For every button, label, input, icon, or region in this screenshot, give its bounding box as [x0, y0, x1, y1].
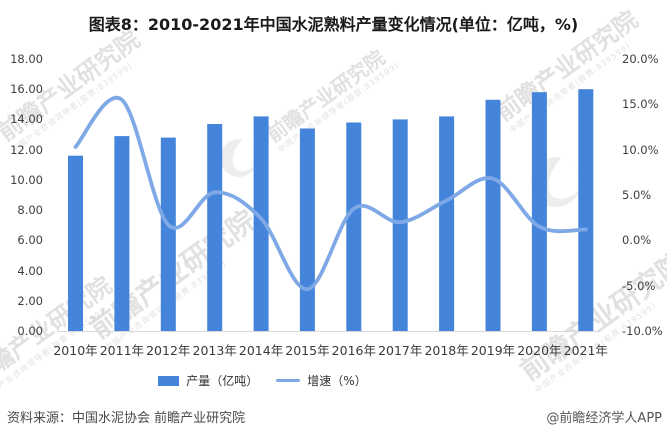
y-left-tick: 2.00 — [17, 293, 43, 308]
y-left-tick: 0.00 — [17, 324, 43, 338]
x-tick-2010年: 2010年 — [53, 343, 98, 358]
x-tick-2015年: 2015年 — [285, 343, 330, 358]
line-series-swatch-icon — [276, 379, 301, 382]
y-right-tick: 0.0% — [622, 233, 652, 248]
x-tick-2012年: 2012年 — [146, 343, 191, 358]
bar-2016年 — [346, 122, 362, 331]
bar-2010年 — [68, 155, 83, 331]
bar-2018年 — [439, 116, 455, 332]
y-left-tick: 10.00 — [10, 172, 43, 187]
legend-label-production: 产量（亿吨） — [186, 374, 259, 388]
chart-title: 图表8：2010-2021年中国水泥熟料产量变化情况(单位：亿吨，%) — [88, 15, 579, 34]
x-tick-2014年: 2014年 — [238, 343, 284, 358]
y-right-tick: 20.0% — [622, 52, 659, 66]
source-note: 资料来源：中国水泥协会 前瞻产业研究院 — [7, 411, 246, 426]
x-tick-2019年: 2019年 — [470, 343, 516, 358]
bar-series-swatch-icon — [158, 375, 180, 386]
bar-2011年 — [114, 136, 130, 331]
bar-2012年 — [160, 137, 176, 331]
x-tick-2016年: 2016年 — [331, 343, 376, 358]
growth-line — [73, 95, 588, 292]
bar-2019年 — [485, 99, 501, 331]
y-left-tick: 18.00 — [10, 52, 43, 66]
bar-2014年 — [253, 116, 269, 332]
bar-2021年 — [578, 89, 594, 331]
bar-2020年 — [531, 92, 547, 331]
y-left-tick: 16.00 — [10, 82, 43, 97]
bar-2015年 — [299, 128, 315, 331]
y-right-tick: 5.0% — [622, 188, 652, 202]
legend-item-production: 产量（亿吨） — [158, 372, 258, 389]
y-left-tick: 12.00 — [10, 142, 43, 157]
y-right-tick: -5.0% — [622, 278, 656, 293]
legend: 产量（亿吨） 增速（%） — [0, 372, 596, 389]
x-tick-2013年: 2013年 — [192, 343, 237, 358]
y-left-tick: 14.00 — [10, 112, 43, 127]
app-credit: @前瞻经济学人APP — [546, 411, 662, 426]
y-right-tick: 10.0% — [622, 142, 659, 157]
x-tick-2018年: 2018年 — [424, 343, 469, 358]
x-tick-2021年: 2021年 — [563, 343, 608, 358]
x-tick-2017年: 2017年 — [378, 343, 423, 358]
x-tick-2020年: 2020年 — [517, 343, 562, 358]
legend-item-growth: 增速（%） — [276, 372, 367, 389]
y-right-tick: -10.0% — [622, 324, 663, 338]
x-tick-2011年: 2011年 — [99, 343, 145, 358]
legend-label-growth: 增速（%） — [307, 374, 367, 388]
y-left-tick: 4.00 — [17, 263, 43, 278]
bar-2013年 — [207, 124, 223, 331]
y-right-tick: 15.0% — [622, 97, 659, 112]
y-left-tick: 8.00 — [17, 203, 43, 218]
bar-2017年 — [392, 119, 408, 332]
y-left-tick: 6.00 — [17, 233, 43, 248]
